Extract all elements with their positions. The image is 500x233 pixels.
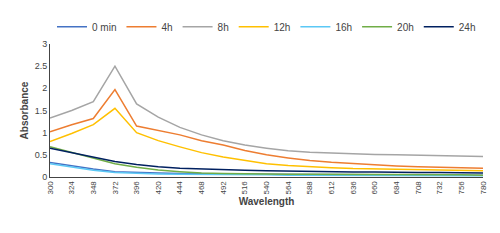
svg-text:Wavelength: Wavelength — [239, 196, 295, 207]
svg-text:468: 468 — [197, 181, 206, 195]
svg-text:780: 780 — [479, 181, 488, 195]
svg-text:564: 564 — [284, 181, 293, 195]
svg-text:636: 636 — [349, 181, 358, 195]
svg-text:3: 3 — [42, 39, 47, 49]
svg-text:444: 444 — [176, 181, 185, 195]
svg-text:324: 324 — [67, 181, 76, 195]
svg-text:20h: 20h — [397, 22, 414, 33]
svg-text:Absorbance: Absorbance — [19, 81, 30, 139]
svg-text:420: 420 — [154, 181, 163, 195]
svg-text:1: 1 — [42, 128, 47, 138]
svg-text:732: 732 — [435, 181, 444, 195]
svg-text:4h: 4h — [161, 22, 172, 33]
svg-text:0 min: 0 min — [92, 22, 116, 33]
svg-text:2: 2 — [42, 83, 47, 93]
svg-text:540: 540 — [262, 181, 271, 195]
svg-text:0.5: 0.5 — [35, 150, 48, 160]
svg-text:708: 708 — [414, 181, 423, 195]
svg-text:16h: 16h — [335, 22, 352, 33]
svg-text:300: 300 — [46, 181, 55, 195]
svg-text:1.5: 1.5 — [35, 106, 48, 116]
svg-text:0: 0 — [42, 172, 47, 182]
svg-text:348: 348 — [89, 181, 98, 195]
svg-text:492: 492 — [219, 181, 228, 195]
svg-text:756: 756 — [457, 181, 466, 195]
svg-text:612: 612 — [327, 181, 336, 195]
svg-text:516: 516 — [240, 181, 249, 195]
svg-text:684: 684 — [392, 181, 401, 195]
svg-text:2.5: 2.5 — [35, 61, 48, 71]
svg-text:12h: 12h — [274, 22, 291, 33]
svg-text:8h: 8h — [218, 22, 229, 33]
svg-text:660: 660 — [370, 181, 379, 195]
svg-text:372: 372 — [111, 181, 120, 195]
svg-text:396: 396 — [132, 181, 141, 195]
svg-text:24h: 24h — [459, 22, 476, 33]
svg-text:588: 588 — [305, 181, 314, 195]
